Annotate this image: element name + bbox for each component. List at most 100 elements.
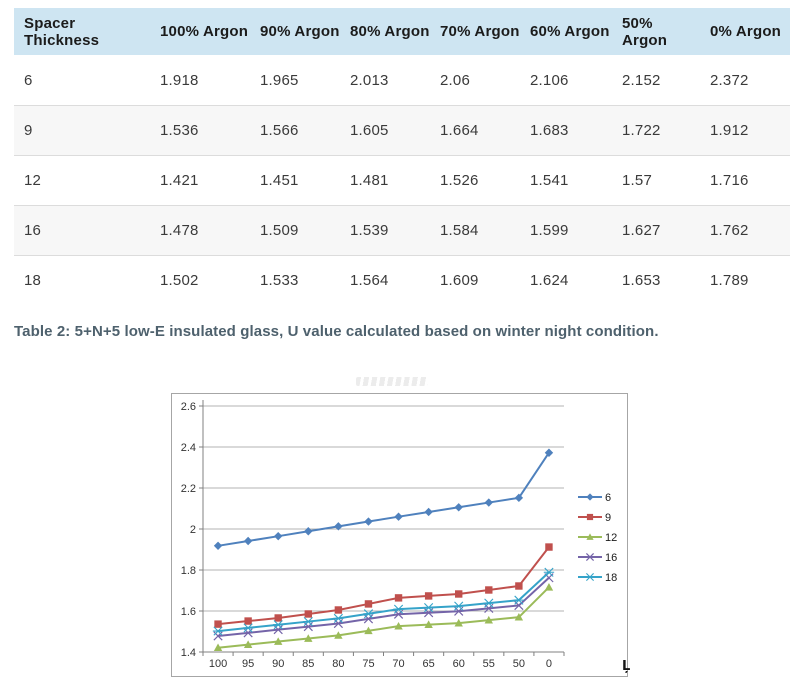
legend-label-6: 6 xyxy=(605,492,611,504)
x-tick-label: 60 xyxy=(453,658,465,670)
x-tick-label: 0 xyxy=(546,658,552,670)
legend-label-9: 9 xyxy=(605,512,611,524)
row-label-cell: 18 xyxy=(24,272,42,289)
value-cell: 1.509 xyxy=(260,222,299,239)
marker-triangle xyxy=(243,640,253,648)
table-row: 16 1.478 1.509 1.539 1.584 1.599 1.627 1… xyxy=(14,205,790,255)
value-cell: 1.451 xyxy=(260,172,299,189)
value-cell: 1.664 xyxy=(440,122,479,139)
value-cell: 1.526 xyxy=(440,172,479,189)
marker-square xyxy=(334,606,343,614)
marker-square xyxy=(274,614,282,622)
value-cell: 2.372 xyxy=(710,71,749,89)
value-cell: 1.716 xyxy=(710,172,749,189)
marker-asterisk xyxy=(483,598,494,608)
marker-triangle xyxy=(274,637,283,645)
x-tick-label: 90 xyxy=(272,658,284,670)
header-cell: 60% Argon xyxy=(530,23,610,40)
watermark-artifact xyxy=(356,377,428,386)
header-cell: 0% Argon xyxy=(710,23,782,40)
value-cell: 1.584 xyxy=(440,222,479,239)
x-tick-label: 70 xyxy=(392,658,404,670)
x-tick-label: 100 xyxy=(209,658,227,670)
marker-asterisk xyxy=(273,620,284,630)
marker-asterisk xyxy=(453,601,464,611)
header-cell: 100% Argon xyxy=(160,23,249,40)
value-cell: 1.502 xyxy=(160,272,199,289)
marker-triangle xyxy=(514,612,524,621)
marker-diamond xyxy=(304,527,313,536)
value-cell: 1.918 xyxy=(160,71,199,89)
marker-diamond xyxy=(454,503,463,512)
value-cell: 1.789 xyxy=(710,272,749,289)
table-row: 6 1.918 1.965 2.013 2.06 2.106 2.152 2.3… xyxy=(14,55,790,105)
y-tick-label: 1.4 xyxy=(181,647,196,659)
marker-asterisk xyxy=(212,626,224,636)
y-tick-label: 2.4 xyxy=(181,442,196,454)
value-cell: 1.533 xyxy=(260,272,299,289)
value-cell: 1.762 xyxy=(710,222,749,239)
table-caption: Table 2: 5+N+5 low-E insulated glass, U … xyxy=(14,323,659,340)
value-cell: 1.683 xyxy=(530,122,569,139)
x-tick-label: 80 xyxy=(332,658,344,670)
marker-square xyxy=(304,610,312,618)
y-tick-label: 1.8 xyxy=(181,565,196,577)
marker-square xyxy=(515,582,523,590)
series-line-12 xyxy=(217,586,550,649)
row-label-cell: 16 xyxy=(24,222,42,239)
value-cell: 1.57 xyxy=(622,172,652,189)
marker-triangle xyxy=(304,634,313,642)
marker-diamond xyxy=(394,512,403,521)
table-header: Spacer Thickness 100% Argon 90% Argon 80… xyxy=(14,8,790,55)
value-cell: 1.481 xyxy=(350,172,389,189)
value-cell: 1.541 xyxy=(530,172,569,189)
marker-triangle xyxy=(544,583,554,591)
value-cell: 1.624 xyxy=(530,272,569,289)
marker-triangle xyxy=(394,621,403,630)
x-tick-label: 50 xyxy=(513,658,525,670)
marker-triangle xyxy=(213,643,223,652)
marker-asterisk xyxy=(303,616,314,627)
value-cell: 2.106 xyxy=(530,71,569,89)
legend-label-18: 18 xyxy=(605,572,617,584)
row-label-cell: 12 xyxy=(24,172,42,189)
header-cell: 50% Argon xyxy=(622,14,668,49)
x-tick-label: 65 xyxy=(423,658,435,670)
marker-x xyxy=(585,552,595,562)
value-cell: 1.566 xyxy=(260,122,299,139)
marker-asterisk xyxy=(333,613,344,623)
marker-diamond xyxy=(364,517,373,526)
marker-triangle xyxy=(424,620,433,628)
marker-asterisk xyxy=(513,595,525,605)
value-cell: 1.965 xyxy=(260,71,299,89)
marker-square xyxy=(424,592,433,600)
legend-label-12: 12 xyxy=(605,532,617,544)
marker-diamond xyxy=(514,493,524,503)
header-cell: 70% Argon xyxy=(440,23,520,40)
x-tick-label: 95 xyxy=(242,658,254,670)
marker-triangle xyxy=(334,631,343,639)
series-line-16 xyxy=(217,577,550,638)
marker-diamond xyxy=(243,536,253,546)
marker-diamond xyxy=(424,507,433,517)
table-row: 18 1.502 1.533 1.564 1.609 1.624 1.653 1… xyxy=(14,255,790,305)
header-cell: Spacer Thickness xyxy=(24,14,100,49)
y-tick-label: 2 xyxy=(190,524,196,536)
marker-diamond xyxy=(586,493,594,501)
value-cell: 2.013 xyxy=(350,71,389,89)
header-cell: 80% Argon xyxy=(350,23,430,40)
value-cell: 1.564 xyxy=(350,272,389,289)
value-cell: 2.152 xyxy=(622,71,661,89)
data-table: Spacer Thickness 100% Argon 90% Argon 80… xyxy=(14,8,790,305)
artifact-mark: Ļ xyxy=(622,659,631,674)
value-cell: 1.722 xyxy=(622,122,661,139)
y-tick-label: 2.2 xyxy=(181,483,196,495)
marker-triangle xyxy=(586,533,594,540)
x-tick-label: 55 xyxy=(483,658,495,670)
series-line-6 xyxy=(217,452,550,547)
table-row: 12 1.421 1.451 1.481 1.526 1.541 1.57 1.… xyxy=(14,155,790,205)
table-row: 9 1.536 1.566 1.605 1.664 1.683 1.722 1.… xyxy=(14,105,790,155)
x-tick-label: 85 xyxy=(302,658,314,670)
y-tick-label: 1.6 xyxy=(181,606,196,618)
